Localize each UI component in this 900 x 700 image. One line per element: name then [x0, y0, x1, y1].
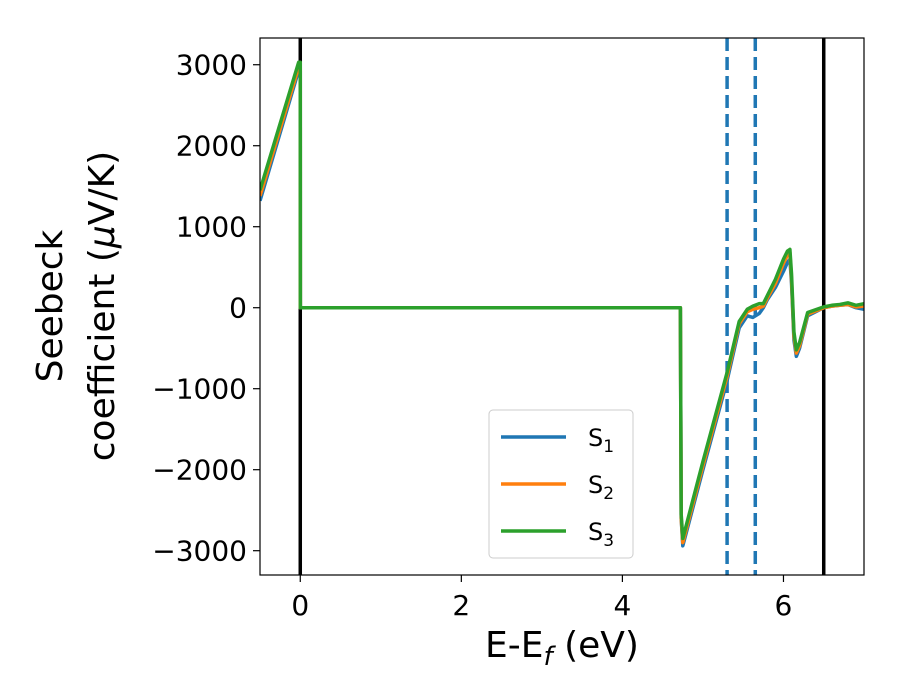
x-tick-label: 6: [775, 589, 793, 622]
svg-text:coefficient (μV/K): coefficient (μV/K): [82, 151, 123, 461]
y-axis-ticks: 3000 2000 1000 0 −1000 −2000 −3000: [152, 49, 260, 568]
legend-label-s2: S2: [588, 471, 614, 504]
y-tick-label: 2000: [176, 130, 247, 163]
legend-label-s3: S3: [588, 518, 614, 551]
x-axis-label: E-Ef (eV): [485, 625, 639, 672]
plot-frame: [259, 37, 865, 576]
series-lines: [260, 60, 864, 548]
x-axis-ticks: 0 2 4 6: [291, 575, 792, 622]
svg-text:Seebeck: Seebeck: [30, 229, 71, 382]
y-tick-label: 0: [229, 292, 247, 325]
y-tick-label: −3000: [152, 535, 247, 568]
series-line-s3: [260, 60, 864, 541]
y-tick-label: −2000: [152, 454, 247, 487]
y-axis-label: Seebeck coefficient (μV/K): [30, 151, 123, 461]
legend-label-s1: S1: [588, 424, 614, 457]
x-tick-label: 4: [613, 589, 631, 622]
x-tick-label: 0: [291, 589, 309, 622]
y-tick-label: −1000: [152, 373, 247, 406]
y-tick-label: 3000: [176, 49, 247, 82]
y-tick-label: 1000: [176, 211, 247, 244]
x-tick-label: 2: [452, 589, 470, 622]
legend: S1 S2 S3: [488, 409, 634, 559]
